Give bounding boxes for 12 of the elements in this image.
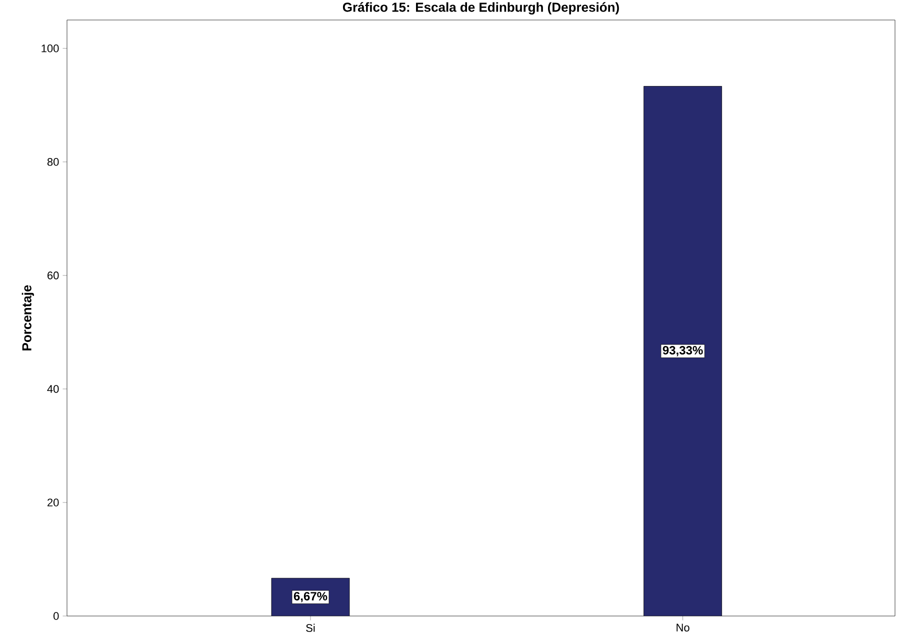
chart-title: Gráfico 15: Escala de Edinburgh (Depresión): [342, 2, 619, 14]
y-tick-label: 80: [47, 158, 59, 166]
y-tick-label: 60: [48, 272, 59, 280]
y-tick-label: 40: [47, 385, 59, 393]
y-tick-label: 20: [48, 498, 59, 506]
x-tick-label: Si: [306, 624, 315, 632]
x-tick-label: No: [676, 624, 690, 632]
y-tick-label: 0: [54, 612, 59, 620]
data-label: 93,33%: [662, 346, 703, 356]
data-label: 6,67%: [294, 592, 328, 602]
y-axis-title: Porcentaje: [22, 285, 34, 350]
y-tick-label: 100: [42, 44, 59, 52]
